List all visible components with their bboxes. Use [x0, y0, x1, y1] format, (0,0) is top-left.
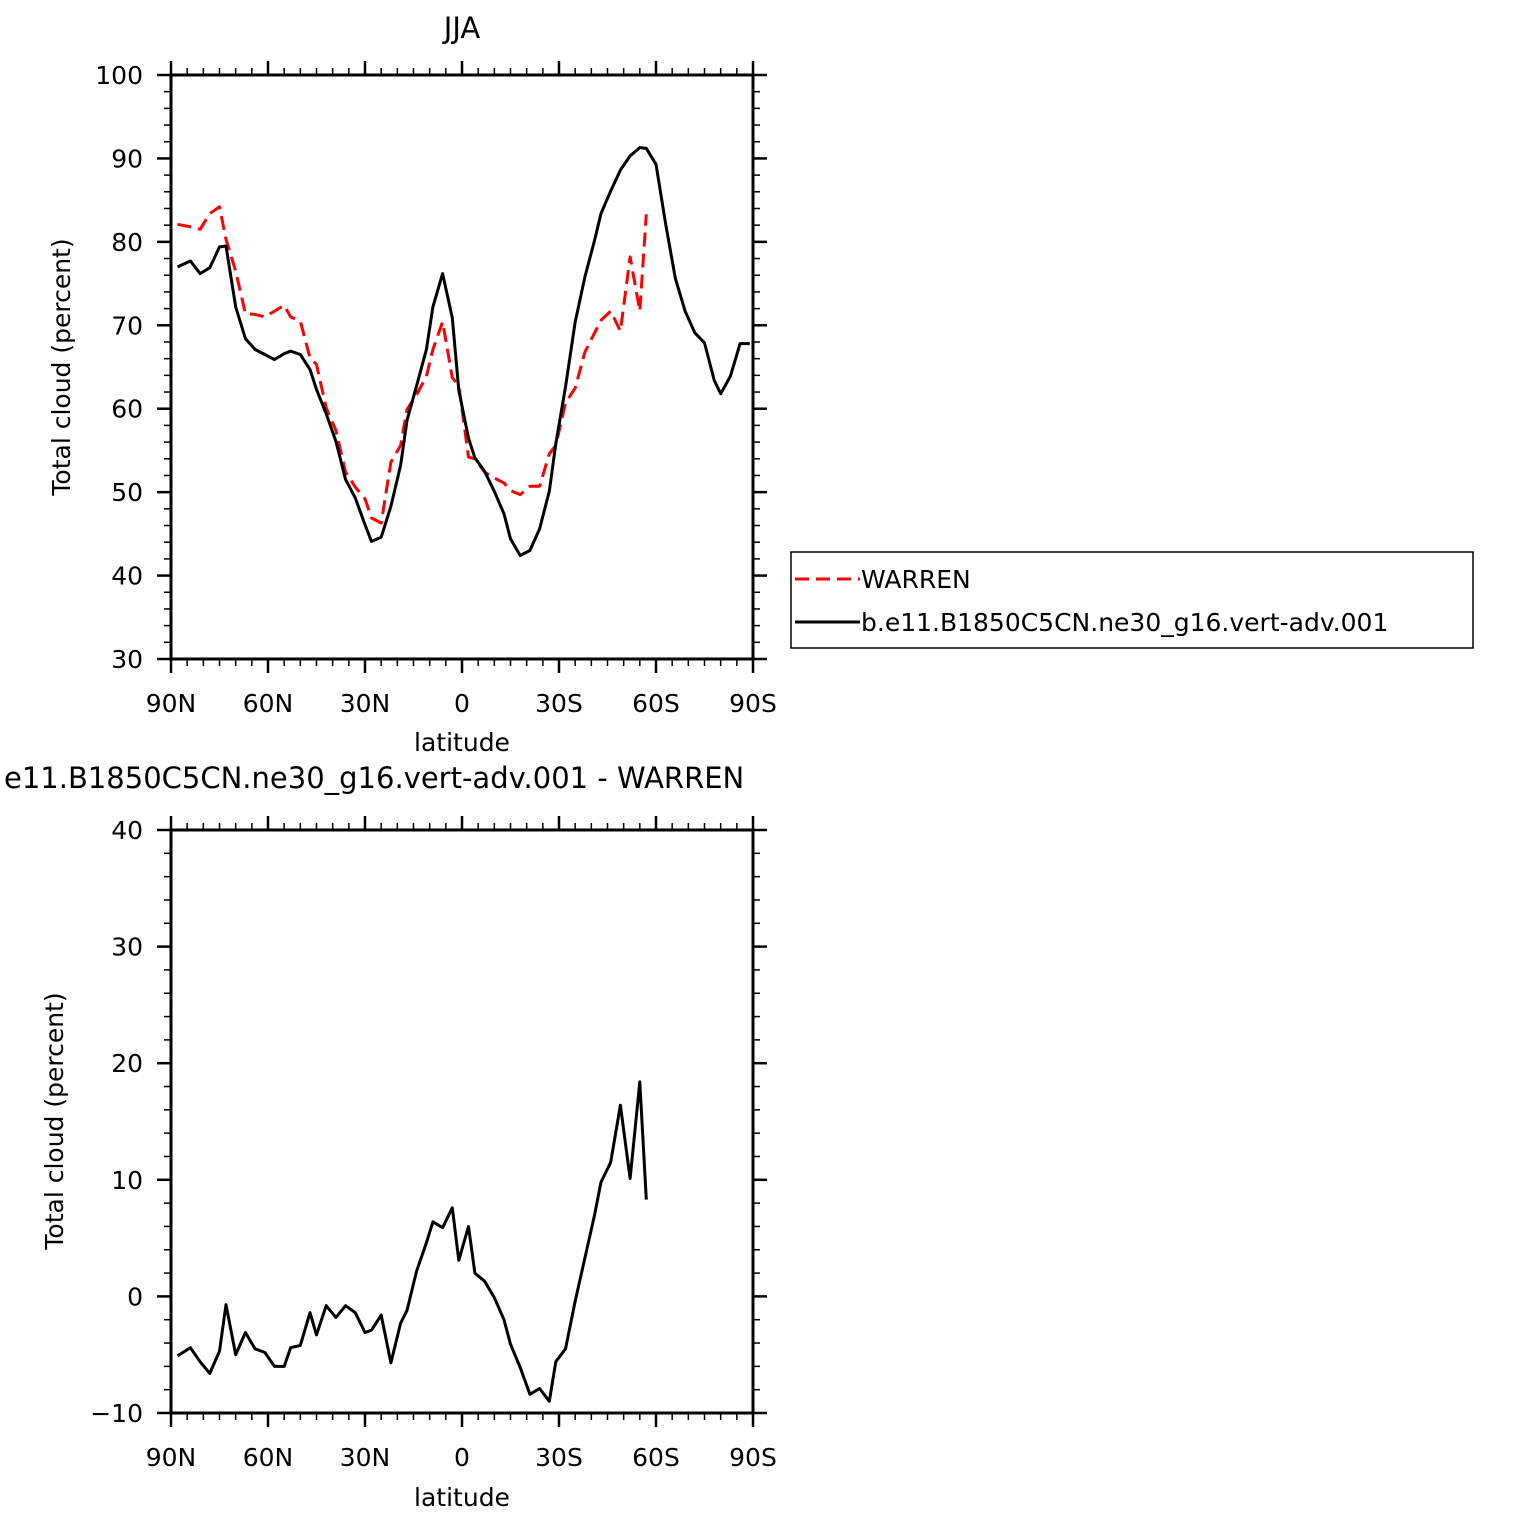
x-tick-label: 30S: [535, 689, 583, 718]
y-tick-label: 100: [95, 61, 143, 90]
y-tick-label: −10: [90, 1399, 143, 1428]
x-tick-label: 0: [454, 689, 470, 718]
y-tick-label: 80: [111, 228, 143, 257]
top-series-line-0: [177, 205, 648, 525]
y-tick-label: 90: [111, 144, 143, 173]
top-series-lines: [176, 146, 750, 557]
x-tick-label: 90S: [729, 1443, 777, 1472]
bottom-plot-frame: [169, 828, 755, 1415]
x-tick-label: 60S: [632, 1443, 680, 1472]
bottom-x-axis-label: latitude: [414, 1483, 510, 1512]
x-tick-label: 30S: [535, 1443, 583, 1472]
top-series-line-1: [176, 146, 750, 557]
legend-box: [790, 551, 1474, 649]
x-tick-label: 30N: [340, 689, 391, 718]
x-tick-label: 90N: [146, 689, 197, 718]
legend-label-model: b.e11.B1850C5CN.ne30_g16.vert-adv.001: [861, 608, 1388, 637]
y-tick-label: 50: [111, 478, 143, 507]
bottom-series-line-0: [176, 1080, 648, 1403]
legend: WARREN b.e11.B1850C5CN.ne30_g16.vert-adv…: [790, 551, 1474, 649]
top-chart-title: JJA: [442, 11, 481, 45]
top-chart-panel: JJA Total cloud (percent) latitude 30 40 5…: [47, 11, 777, 757]
y-tick-label: 0: [127, 1282, 143, 1311]
y-tick-label: 40: [111, 562, 143, 591]
x-tick-label: 60S: [632, 689, 680, 718]
y-tick-label: 30: [111, 933, 143, 962]
x-tick-label: 60N: [243, 689, 294, 718]
top-plot-frame: [169, 73, 755, 661]
y-tick-label: 20: [111, 1049, 143, 1078]
x-tick-label: 60N: [243, 1443, 294, 1472]
top-x-axis-label: latitude: [414, 728, 510, 757]
y-tick-label: 30: [111, 645, 143, 674]
legend-label-warren: WARREN: [861, 565, 971, 594]
top-ticks: 30 40 50 60 70 80 90 100 90N 60N 30N 0 30S 60S 90S: [95, 61, 777, 718]
bottom-y-axis-label: Total cloud (percent): [40, 992, 69, 1250]
y-tick-label: 40: [111, 816, 143, 845]
bottom-chart-title: e11.B1850C5CN.ne30_g16.vert-adv.001 - WA…: [4, 761, 744, 795]
bottom-series-lines: [176, 1080, 648, 1403]
x-tick-label: 0: [454, 1443, 470, 1472]
top-y-axis-label: Total cloud (percent): [47, 238, 76, 496]
x-tick-label: 30N: [340, 1443, 391, 1472]
y-tick-label: 60: [111, 395, 143, 424]
x-tick-label: 90S: [729, 689, 777, 718]
bottom-ticks: −10 0 10 20 30 40 90N 60N 30N 0 30S 60S 90S: [90, 816, 777, 1472]
bottom-chart-panel: e11.B1850C5CN.ne30_g16.vert-adv.001 - WA…: [4, 761, 777, 1512]
y-tick-label: 70: [111, 311, 143, 340]
y-tick-label: 10: [111, 1166, 143, 1195]
x-tick-label: 90N: [146, 1443, 197, 1472]
